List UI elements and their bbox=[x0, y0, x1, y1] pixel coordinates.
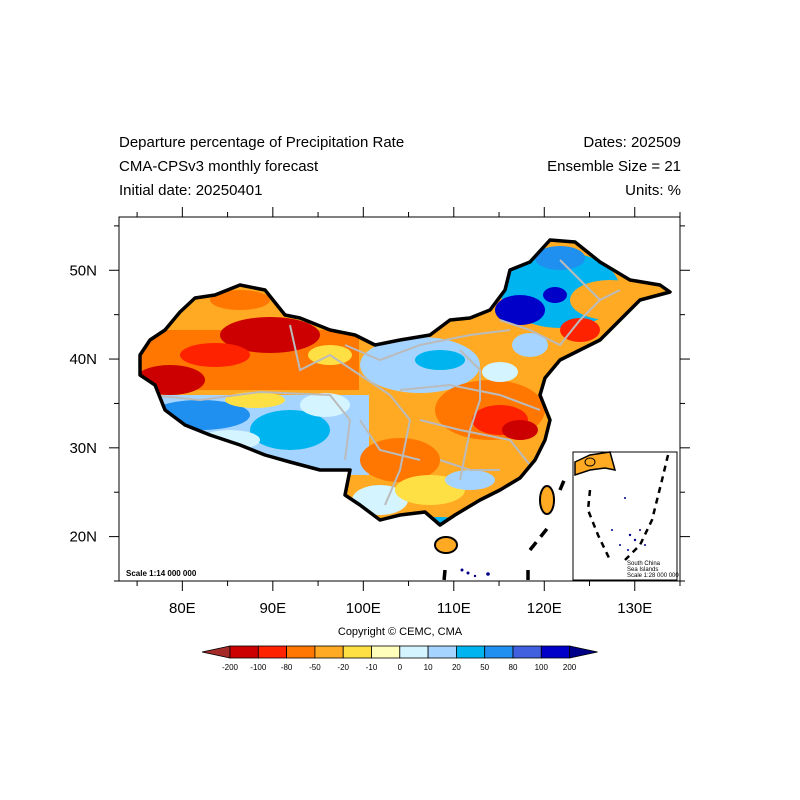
colorbar-box bbox=[371, 645, 401, 659]
hainan-island bbox=[434, 536, 458, 554]
province-boundaries bbox=[149, 259, 621, 506]
colorbar-box bbox=[540, 645, 570, 659]
lon-tick-label: 110E bbox=[437, 600, 471, 617]
colorbar-low-triangle bbox=[201, 645, 231, 659]
colorbar-box bbox=[257, 645, 287, 659]
colorbar: -200 -100 -80 -50 -20 -10 0 10 20 50 80 100 200 bbox=[201, 645, 598, 672]
forecast-dates: Dates: 202509 bbox=[583, 134, 681, 151]
axes: 80E 90E 100E 110E 120E 130E 20N 30N 40N 50N bbox=[69, 207, 690, 617]
lat-tick-label: 50N bbox=[69, 262, 97, 279]
inset-label-1: South China bbox=[627, 561, 661, 567]
south-china-sea-inset bbox=[572, 451, 678, 581]
colorbar-box bbox=[427, 645, 457, 659]
colorbar-box bbox=[399, 645, 429, 659]
small-islands bbox=[460, 568, 490, 578]
colorbar-label: -80 bbox=[281, 663, 293, 672]
copyright-notice: Copyright © CEMC, CMA bbox=[337, 626, 463, 638]
ensemble-size: Ensemble Size = 21 bbox=[547, 158, 681, 175]
lon-tick-label: 90E bbox=[259, 600, 286, 617]
lon-tick-label: 130E bbox=[617, 600, 652, 617]
map-title: Departure percentage of Precipitation Ra… bbox=[119, 134, 405, 151]
national-border bbox=[138, 238, 672, 527]
colorbar-label: -200 bbox=[222, 663, 239, 672]
colorbar-high-triangle bbox=[569, 645, 598, 659]
taiwan-island bbox=[539, 485, 555, 515]
map-subtitle: CMA-CPSv3 monthly forecast bbox=[119, 158, 319, 175]
inset-scale-label: Scale 1:28 000 000 bbox=[627, 573, 679, 579]
map-scale-label: Scale 1:14 000 000 bbox=[126, 569, 197, 578]
colorbar-label: -10 bbox=[366, 663, 378, 672]
colorbar-box bbox=[484, 645, 514, 659]
colorbar-label: 50 bbox=[480, 663, 489, 672]
colorbar-box bbox=[455, 645, 486, 659]
colorbar-label: 200 bbox=[563, 663, 577, 672]
colorbar-box bbox=[286, 645, 316, 659]
colorbar-label: -100 bbox=[250, 663, 267, 672]
lat-tick-label: 40N bbox=[69, 351, 97, 368]
lat-tick-label: 30N bbox=[69, 440, 97, 457]
colorbar-box bbox=[342, 645, 372, 659]
initial-date: Initial date: 20250401 bbox=[119, 182, 263, 199]
colorbar-label: 100 bbox=[535, 663, 549, 672]
colorbar-label: 80 bbox=[509, 663, 518, 672]
colorbar-label: 20 bbox=[452, 663, 461, 672]
lat-tick-label: 20N bbox=[69, 529, 97, 546]
colorbar-label: -20 bbox=[337, 663, 349, 672]
lon-tick-label: 120E bbox=[527, 600, 562, 617]
lon-tick-label: 100E bbox=[346, 600, 381, 617]
units-label: Units: % bbox=[625, 182, 681, 199]
colorbar-label: -50 bbox=[309, 663, 321, 672]
inset-label-2: Sea Islands bbox=[627, 567, 658, 573]
colorbar-label: 0 bbox=[398, 663, 403, 672]
maritime-boundary bbox=[442, 477, 567, 582]
colorbar-label: 10 bbox=[424, 663, 433, 672]
colorbar-box bbox=[314, 645, 344, 659]
colorbar-box bbox=[512, 645, 542, 659]
colorbar-box bbox=[229, 645, 259, 659]
lon-tick-label: 80E bbox=[169, 600, 196, 617]
